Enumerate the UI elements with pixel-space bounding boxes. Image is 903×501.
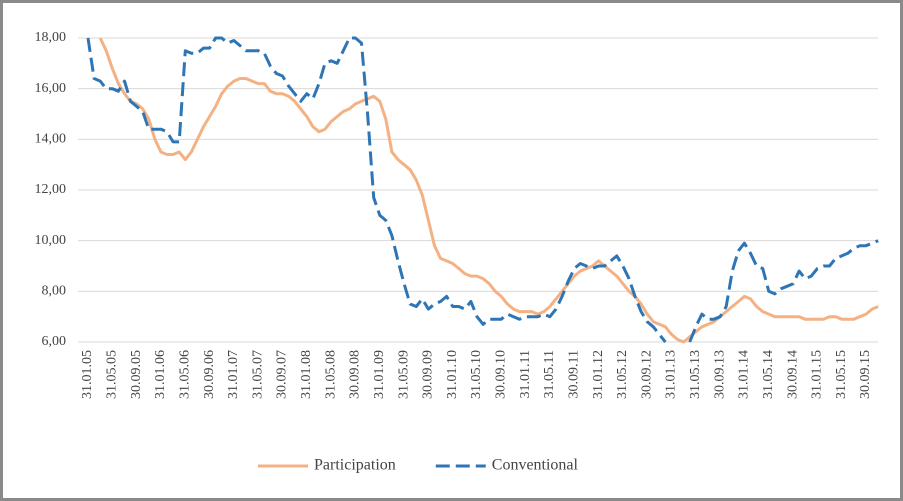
- y-tick-label: 6,00: [42, 334, 67, 349]
- x-tick-label: 30.09.09: [421, 350, 436, 399]
- x-tick-label: 31.01.11: [518, 350, 533, 398]
- x-tick-label: 31.01.12: [591, 350, 606, 399]
- x-tick-label: 31.05.14: [761, 350, 776, 399]
- x-tick-label: 30.09.08: [348, 350, 363, 399]
- x-tick-label: 31.05.06: [177, 350, 192, 399]
- y-tick-label: 12,00: [35, 182, 67, 197]
- y-tick-label: 10,00: [35, 233, 67, 248]
- x-tick-label: 31.01.06: [153, 350, 168, 399]
- legend-label: Conventional: [492, 457, 579, 474]
- series-line: [98, 37, 879, 344]
- y-tick-label: 14,00: [35, 132, 67, 147]
- x-tick-label: 30.09.05: [129, 350, 144, 399]
- x-tick-label: 30.09.06: [202, 350, 217, 399]
- x-tick-label: 30.09.10: [494, 350, 509, 399]
- x-tick-label: 31.01.13: [664, 350, 679, 399]
- x-tick-label: 31.05.09: [396, 350, 411, 399]
- x-tick-label: 30.09.11: [566, 350, 581, 398]
- x-tick-label: 31.05.15: [834, 350, 849, 399]
- x-tick-label: 30.09.13: [712, 350, 727, 399]
- legend-label: Participation: [314, 457, 396, 474]
- x-tick-label: 30.09.07: [275, 350, 290, 399]
- x-tick-label: 31.05.08: [323, 350, 338, 399]
- x-tick-label: 31.05.11: [542, 350, 557, 398]
- x-tick-label: 31.05.05: [105, 350, 120, 399]
- x-tick-label: 31.05.10: [469, 350, 484, 399]
- x-tick-label: 31.05.07: [250, 350, 265, 399]
- y-tick-label: 8,00: [42, 284, 67, 299]
- y-tick-label: 18,00: [35, 30, 67, 45]
- x-tick-label: 31.01.07: [226, 350, 241, 399]
- x-tick-label: 31.01.08: [299, 350, 314, 399]
- series-line: [86, 36, 879, 343]
- x-tick-label: 31.05.12: [615, 350, 630, 399]
- x-tick-label: 31.01.14: [737, 350, 752, 399]
- x-tick-label: 31.01.15: [810, 350, 825, 399]
- x-tick-label: 31.01.10: [445, 350, 460, 399]
- x-tick-label: 30.09.15: [858, 350, 873, 399]
- x-tick-label: 31.05.13: [688, 350, 703, 399]
- y-tick-label: 16,00: [35, 81, 67, 96]
- x-tick-label: 31.01.09: [372, 350, 387, 399]
- x-tick-label: 30.09.14: [785, 350, 800, 399]
- x-tick-label: 31.01.05: [80, 350, 95, 399]
- x-tick-label: 30.09.12: [639, 350, 654, 399]
